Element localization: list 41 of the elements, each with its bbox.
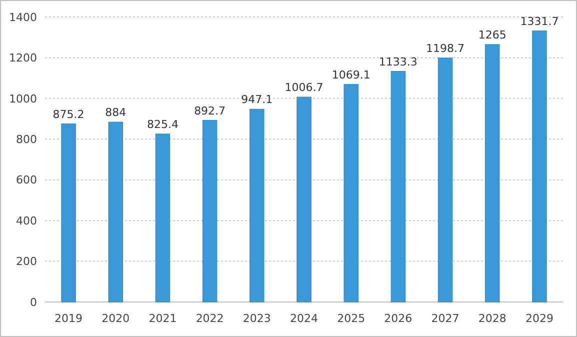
y-tick-label: 0 — [30, 296, 37, 309]
y-tick-label: 1000 — [9, 92, 37, 106]
x-tick-label: 2027 — [431, 312, 460, 325]
x-tick-label: 2028 — [478, 312, 506, 325]
y-tick-label: 200 — [16, 255, 37, 268]
data-label: 884 — [105, 106, 126, 120]
bar — [344, 84, 358, 302]
y-tick-label: 400 — [16, 214, 37, 228]
x-tick-label: 2025 — [337, 312, 366, 325]
bar — [61, 124, 76, 302]
data-label: 1069.1 — [332, 68, 370, 82]
x-tick-label: 2022 — [196, 312, 224, 325]
bar — [390, 70, 406, 302]
y-tick-label: 800 — [16, 132, 37, 146]
bar — [202, 120, 218, 302]
data-label: 892.7 — [194, 104, 226, 118]
y-tick-label: 1400 — [9, 10, 37, 24]
bar — [485, 44, 500, 302]
x-tick-label: 2029 — [525, 312, 554, 325]
bar — [250, 108, 264, 302]
data-label: 875.2 — [52, 108, 84, 121]
bar — [296, 96, 312, 302]
y-tick-label: 1200 — [9, 52, 37, 65]
data-label: 1331.7 — [520, 14, 559, 28]
x-tick-label: 2024 — [290, 312, 318, 325]
x-tick-label: 2026 — [384, 312, 412, 325]
data-label: 1006.7 — [284, 81, 324, 94]
bar — [532, 30, 547, 302]
data-label: 1198.7 — [426, 42, 465, 55]
x-tick-label: 2019 — [54, 312, 83, 325]
bar — [438, 58, 453, 302]
x-tick-label: 2023 — [242, 312, 271, 325]
data-label: 1265 — [478, 28, 506, 42]
bar — [108, 122, 123, 302]
y-tick-label: 600 — [16, 174, 37, 187]
data-label: 825.4 — [146, 118, 178, 131]
data-label: 1133.3 — [378, 55, 418, 68]
x-tick-label: 2020 — [102, 312, 130, 325]
x-tick-label: 2021 — [148, 312, 177, 325]
data-label: 947.1 — [241, 93, 273, 106]
bar — [155, 134, 170, 302]
